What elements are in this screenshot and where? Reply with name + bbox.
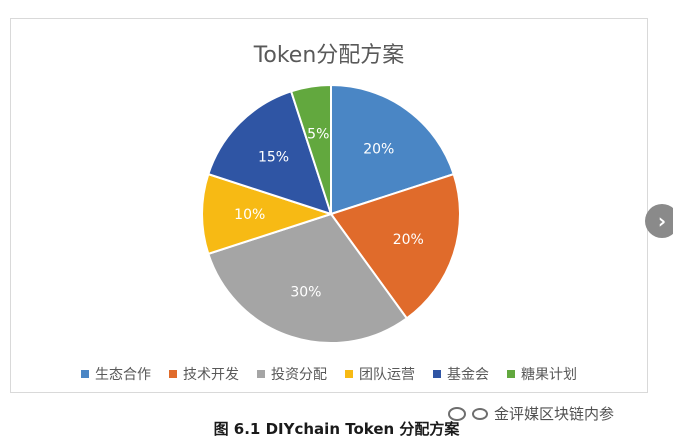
slice-label-2: 30% (290, 284, 321, 300)
legend-label-3: 团队运营 (359, 367, 415, 383)
legend-swatch-0 (81, 370, 89, 378)
wechat-icon (448, 406, 466, 421)
legend-label-4: 基金会 (447, 367, 489, 383)
watermark-text: 金评媒区块链内参 (494, 405, 615, 423)
legend-item-0: 生态合作 (81, 364, 151, 384)
pie-slice-3 (201, 172, 335, 256)
slice-label-1: 20% (393, 232, 424, 248)
chart-frame: Token分配方案 20% 20% 30% 10% 15% 5% 生态合作 技术开发 投资分配… (10, 18, 648, 393)
legend-label-0: 生态合作 (95, 367, 151, 383)
legend-label-2: 投资分配 (271, 367, 327, 383)
pie-slice-5 (289, 83, 332, 215)
slice-label-4: 15% (258, 150, 289, 166)
slice-label-5: 5% (307, 127, 329, 143)
legend-swatch-5 (507, 370, 515, 378)
legend-swatch-3 (345, 370, 353, 378)
legend-label-1: 技术开发 (183, 367, 239, 383)
figure-caption: 图 6.1 DIYchain Token 分配方案 (213, 420, 460, 438)
legend-item-1: 技术开发 (169, 364, 239, 384)
legend-item-3: 团队运营 (345, 364, 415, 384)
legend-swatch-4 (433, 370, 441, 378)
legend-item-5: 糖果计划 (507, 364, 577, 384)
pie-slice-2 (207, 212, 409, 344)
slice-label-3: 10% (234, 207, 265, 223)
legend-item-4: 基金会 (433, 364, 489, 384)
wechat-small-icon (472, 407, 488, 420)
pie-chart: 20% 20% 30% 10% 15% 5% (201, 83, 461, 344)
legend-label-5: 糖果计划 (521, 367, 577, 383)
next-arrow-icon[interactable]: › (645, 204, 673, 238)
legend-swatch-2 (257, 370, 265, 378)
slice-label-0: 20% (363, 141, 394, 157)
chart-title: Token分配方案 (253, 43, 405, 68)
pie-slice-0 (330, 83, 455, 216)
watermark: 金评媒区块链内参 (448, 403, 614, 424)
pie-slice-1 (329, 172, 461, 320)
legend-swatch-1 (169, 370, 177, 378)
chart-legend: 生态合作 技术开发 投资分配 团队运营 基金会 糖果计划 (11, 364, 647, 384)
legend-item-2: 投资分配 (257, 364, 327, 384)
